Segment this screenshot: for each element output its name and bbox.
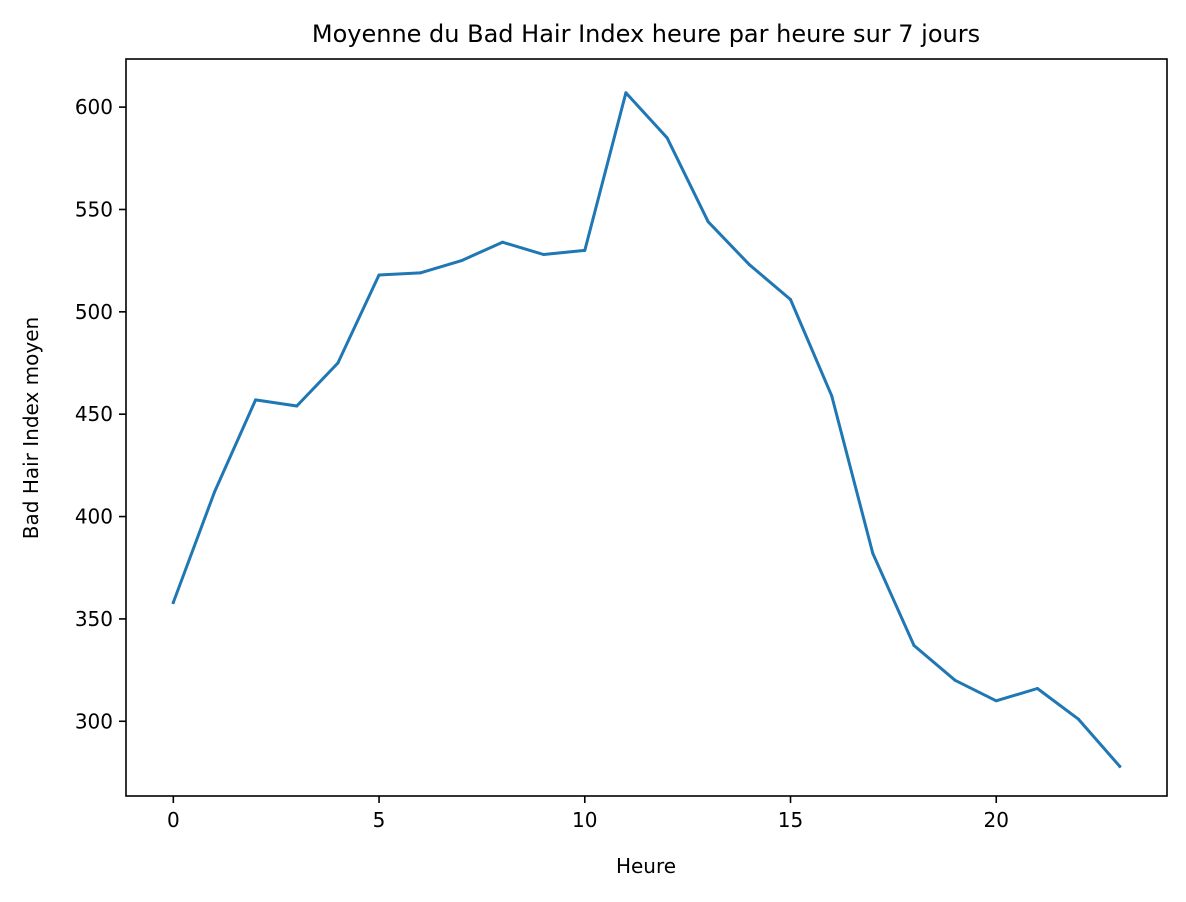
x-tick-label: 10 <box>572 808 597 832</box>
x-tick-label: 15 <box>778 808 803 832</box>
data-point <box>377 273 381 277</box>
data-point <box>994 699 998 703</box>
series-line <box>171 91 1122 769</box>
plot-frame <box>125 58 1168 797</box>
data-point <box>624 91 628 95</box>
data-point <box>295 404 299 408</box>
y-tick-label: 450 <box>75 402 113 426</box>
data-point <box>747 263 751 267</box>
data-point <box>1077 717 1081 721</box>
data-point <box>171 601 175 605</box>
data-point <box>789 298 793 302</box>
y-tick-label: 300 <box>75 709 113 733</box>
y-tick-label: 350 <box>75 607 113 631</box>
data-point <box>336 361 340 365</box>
data-point <box>254 398 258 402</box>
data-point <box>665 136 669 140</box>
series-layer <box>171 91 1122 769</box>
x-axis-label: Heure <box>616 854 676 878</box>
x-tick-label: 0 <box>167 808 180 832</box>
data-point <box>212 490 216 494</box>
data-point <box>953 678 957 682</box>
y-tick-label: 400 <box>75 505 113 529</box>
x-tick-label: 20 <box>984 808 1009 832</box>
y-tick-label: 500 <box>75 300 113 324</box>
data-point <box>830 394 834 398</box>
data-point <box>871 551 875 555</box>
data-point <box>583 248 587 252</box>
y-tick-label: 600 <box>75 95 113 119</box>
data-point <box>1035 687 1039 691</box>
data-point <box>418 271 422 275</box>
data-point <box>500 240 504 244</box>
data-point <box>542 253 546 257</box>
axis-ticks: 0 5 10 15 20 300 350 400 450 500 550 600 <box>75 95 1009 832</box>
y-tick-label: 550 <box>75 197 113 221</box>
data-point <box>706 220 710 224</box>
data-point <box>912 644 916 648</box>
y-axis-label: Bad Hair Index moyen <box>19 317 43 539</box>
chart-title: Moyenne du Bad Hair Index heure par heur… <box>312 20 980 48</box>
x-tick-label: 5 <box>373 808 386 832</box>
data-point <box>459 259 463 263</box>
data-point <box>1118 764 1122 768</box>
